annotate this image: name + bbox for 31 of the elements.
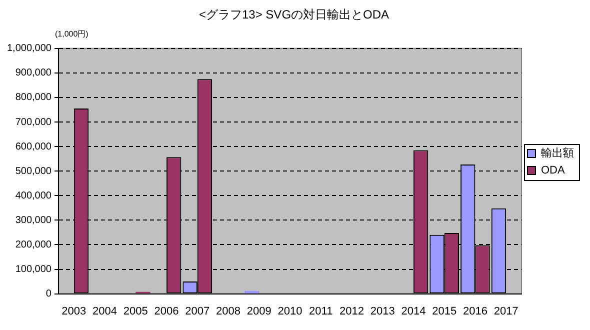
x-tick-label: 2007: [185, 305, 210, 318]
y-tick-label: 0: [46, 288, 52, 300]
x-tick-label: 2013: [370, 305, 395, 318]
x-tick-label: 2008: [216, 305, 240, 318]
x-tick-label: 2004: [92, 305, 118, 318]
legend-label: ODA: [541, 164, 566, 177]
x-tick-label: 2006: [154, 305, 179, 318]
chart-title: <グラフ13> SVGの対日輸出とODA: [198, 8, 390, 22]
y-tick-label: 800,000: [15, 92, 52, 104]
x-tick-label: 2012: [339, 305, 364, 318]
x-tick-label: 2011: [309, 305, 333, 318]
y-tick-label: 600,000: [15, 141, 52, 152]
x-tick-label: 2005: [123, 305, 148, 318]
x-tick-label: 2010: [278, 305, 302, 318]
x-tick-label: 2016: [462, 305, 488, 318]
y-tick-label: 500,000: [15, 166, 52, 177]
y-tick-label: 200,000: [15, 239, 52, 250]
legend-label: 輸出額: [541, 146, 574, 160]
text: (1,000円): [55, 29, 89, 38]
y-tick-label: 700,000: [15, 116, 52, 128]
x-tick-label: 2014: [401, 305, 426, 318]
x-tick-label: 2009: [246, 305, 272, 318]
y-tick-label: 300,000: [15, 214, 52, 226]
bar: [244, 290, 260, 294]
y-tick-label: 1,000,000: [6, 43, 52, 54]
x-tick-label: 2015: [432, 305, 457, 318]
y-tick-label: 100,000: [15, 264, 52, 276]
x-tick-label: 2003: [62, 305, 86, 318]
x-tick-label: 2017: [494, 305, 518, 318]
y-tick-label: 900,000: [15, 68, 52, 79]
y-tick-label: 400,000: [15, 190, 52, 202]
